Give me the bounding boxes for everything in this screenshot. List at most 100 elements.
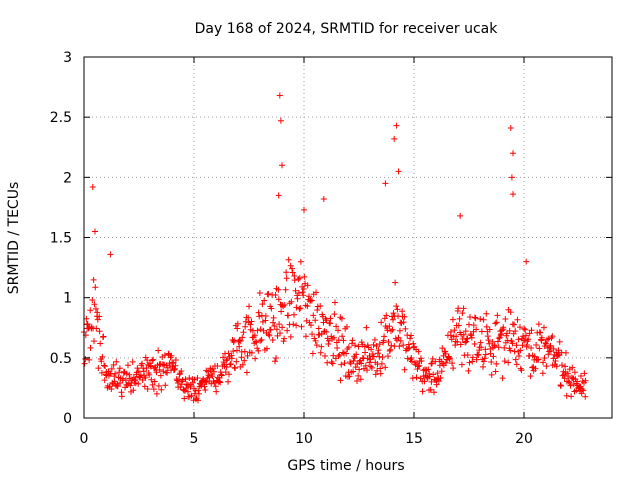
data-point [387, 346, 394, 353]
data-point [501, 344, 508, 351]
data-point [113, 358, 120, 365]
data-point [279, 324, 286, 331]
data-point [451, 327, 458, 334]
data-point [281, 335, 288, 342]
data-point [557, 383, 564, 390]
data-point [181, 395, 188, 402]
data-point [126, 371, 133, 378]
data-point [391, 135, 398, 142]
data-point [100, 333, 107, 340]
data-point [108, 365, 115, 372]
data-point [241, 348, 248, 355]
data-point [553, 363, 560, 370]
data-point [89, 183, 96, 190]
data-point [164, 369, 171, 376]
data-point [98, 358, 105, 365]
data-point [385, 339, 392, 346]
data-point [462, 339, 469, 346]
data-point [470, 322, 477, 329]
data-point [502, 316, 509, 323]
data-point [151, 378, 158, 385]
data-point [94, 309, 101, 316]
data-point [414, 366, 421, 373]
data-point [285, 312, 292, 319]
data-point [90, 276, 97, 283]
data-point [210, 368, 217, 375]
data-point [383, 312, 390, 319]
data-point [457, 212, 464, 219]
data-point [335, 327, 342, 334]
data-point [293, 304, 300, 311]
data-point [561, 375, 568, 382]
data-point [294, 295, 301, 302]
data-point [401, 366, 408, 373]
data-point [393, 303, 400, 310]
data-point [150, 386, 157, 393]
data-point [259, 301, 266, 308]
data-point [563, 392, 570, 399]
x-axis-label: GPS time / hours [287, 458, 404, 474]
data-point [149, 357, 156, 364]
data-point [254, 345, 261, 352]
data-point [464, 335, 471, 342]
data-point [352, 364, 359, 371]
data-point [81, 360, 88, 367]
data-point [312, 317, 319, 324]
data-point [568, 393, 575, 400]
data-point [424, 374, 431, 381]
data-point [537, 329, 544, 336]
data-point [312, 337, 319, 344]
data-point [355, 372, 362, 379]
data-point [162, 382, 169, 389]
data-point [582, 377, 589, 384]
data-point [373, 343, 380, 350]
data-point [231, 337, 238, 344]
data-point [328, 333, 335, 340]
data-point [492, 368, 499, 375]
data-point [491, 343, 498, 350]
data-point [565, 378, 572, 385]
data-point [494, 312, 501, 319]
data-point [339, 349, 346, 356]
data-point [456, 315, 463, 322]
data-point [297, 258, 304, 265]
data-point [347, 360, 354, 367]
data-point [281, 301, 288, 308]
data-point [217, 379, 224, 386]
y-tick-label: 2.5 [50, 110, 72, 126]
data-point [571, 369, 578, 376]
data-point [98, 369, 105, 376]
x-tick-label: 20 [515, 431, 533, 447]
data-point [547, 342, 554, 349]
data-point [417, 355, 424, 362]
data-point [90, 338, 97, 345]
data-point [188, 392, 195, 399]
data-point [345, 344, 352, 351]
data-point [323, 317, 330, 324]
data-point [194, 397, 201, 404]
data-point [496, 335, 503, 342]
data-point [261, 297, 268, 304]
data-point [486, 326, 493, 333]
data-point [297, 305, 304, 312]
data-point [304, 303, 311, 310]
data-point [223, 363, 230, 370]
data-point [179, 378, 186, 385]
data-point [87, 344, 94, 351]
data-point [212, 383, 219, 390]
data-point [479, 363, 486, 370]
data-point [408, 332, 415, 339]
data-point [477, 316, 484, 323]
data-point [330, 334, 337, 341]
data-point [227, 361, 234, 368]
data-point [155, 347, 162, 354]
data-point [296, 305, 303, 312]
data-point [538, 334, 545, 341]
data-point [242, 323, 249, 330]
data-point [99, 353, 106, 360]
data-point [428, 360, 435, 367]
data-point [135, 380, 142, 387]
data-point [283, 275, 290, 282]
data-point [435, 378, 442, 385]
